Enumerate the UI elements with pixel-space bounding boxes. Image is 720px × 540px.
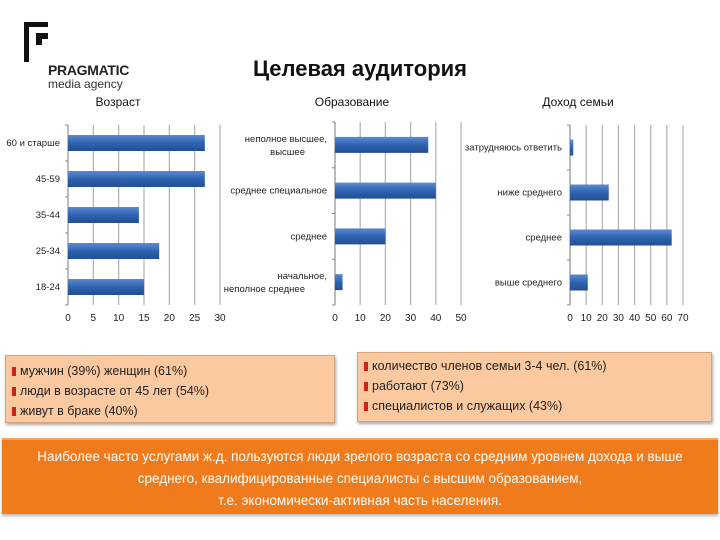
category-label: среднее специальное (230, 186, 327, 197)
category-label: 25-34 (36, 246, 60, 257)
category-label: затрудняюсь ответить (465, 143, 562, 154)
fact-item: люди в возрасте от 45 лет (54%) (12, 381, 328, 401)
x-tick-label: 20 (597, 313, 609, 324)
fact-item: специалистов и служащих (43%) (364, 396, 705, 416)
chart-age: Возраст 0 5 10 15 20 25 30 60 и старше 45-59 35-4… (0, 90, 240, 330)
x-tick-label: 15 (138, 313, 150, 324)
chart-title: Образование (314, 95, 390, 109)
bar (68, 243, 160, 259)
category-label: выше среднего (495, 278, 562, 289)
x-tick-label: 10 (355, 313, 367, 324)
bar (335, 274, 343, 291)
category-label: 35-44 (36, 210, 60, 221)
chart-title: Возраст (95, 95, 141, 109)
banner-line: среднего, квалифицированные специалисты … (137, 471, 583, 486)
fact-text: количество членов семьи 3-4 чел. (61%) (372, 359, 607, 373)
x-tick-label: 30 (405, 313, 417, 324)
x-tick-label: 40 (629, 313, 641, 324)
x-tick-label: 50 (455, 313, 467, 324)
logo-mark-icon (24, 22, 48, 62)
category-label: 18-24 (36, 282, 60, 293)
x-tick-label: 10 (113, 313, 125, 324)
slide-title: Целевая аудитория (252, 56, 468, 81)
x-tick-label: 25 (189, 313, 201, 324)
bar (68, 135, 205, 151)
x-tick-label: 0 (332, 313, 338, 324)
x-tick-label: 30 (613, 313, 625, 324)
x-tick-label: 40 (430, 313, 442, 324)
x-tick-label: 20 (164, 313, 176, 324)
age-chart-svg: 0 5 10 15 20 25 30 60 и старше 45-59 35-44 25-34 18… (6, 124, 226, 324)
category-label: среднее (526, 233, 562, 244)
chart-title: Доход семьи (542, 95, 614, 109)
bullet-icon (12, 407, 16, 416)
bar (68, 171, 205, 187)
x-tick-label: 5 (91, 313, 97, 324)
x-tick-label: 60 (661, 313, 673, 324)
banner-line: т.е. экономически-активная часть населен… (218, 493, 502, 508)
right-facts-box: количество членов семьи 3-4 чел. (61%) р… (357, 352, 712, 422)
x-tick-label: 20 (380, 313, 392, 324)
x-tick-label: 70 (677, 313, 689, 324)
bullet-icon (364, 402, 368, 411)
fact-item: работают (73%) (364, 376, 705, 396)
category-label: среднее (291, 231, 327, 242)
x-tick-label: 0 (65, 313, 71, 324)
bar (570, 274, 588, 291)
category-label: 60 и старше (6, 138, 60, 149)
conclusion-banner: Наиболее часто услугами ж.д. пользуются … (2, 438, 718, 514)
fact-item: мужчин (39%) женщин (61%) (12, 361, 328, 381)
bar (335, 182, 436, 199)
x-tick-label: 10 (581, 313, 593, 324)
bar (570, 229, 672, 246)
bullet-icon (364, 382, 368, 391)
fact-text: живут в браке (40%) (20, 404, 138, 418)
x-tick-label: 50 (645, 313, 657, 324)
bar (335, 136, 429, 153)
bar (335, 228, 386, 245)
logo-subtitle: media agency (48, 77, 123, 91)
bar (570, 139, 574, 156)
x-tick-label: 0 (567, 313, 573, 324)
fact-text: мужчин (39%) женщин (61%) (20, 364, 188, 378)
income-chart-svg: 0 10 20 30 40 50 60 70 затрудняюсь ответить ниже … (465, 124, 689, 324)
fact-text: люди в возрасте от 45 лет (54%) (20, 384, 210, 398)
fact-item: живут в браке (40%) (12, 401, 328, 421)
banner-line: Наиболее часто услугами ж.д. пользуются … (37, 449, 683, 464)
bar (68, 207, 139, 223)
fact-text: работают (73%) (372, 379, 464, 393)
bullet-icon (364, 362, 368, 371)
fact-item: количество членов семьи 3-4 чел. (61%) (364, 356, 705, 376)
bullet-icon (12, 387, 16, 396)
chart-income: Доход семьи 0 10 20 30 40 50 60 70 затрудняюсь о… (460, 90, 700, 330)
x-tick-label: 30 (214, 313, 226, 324)
category-label: ниже среднего (497, 188, 562, 199)
category-label: неполное высшее, высшее (245, 134, 327, 158)
bar (570, 184, 609, 201)
category-label: 45-59 (36, 174, 60, 185)
fact-text: специалистов и служащих (43%) (372, 399, 563, 413)
education-chart-svg: 0 10 20 30 40 50 неполное высшее, высшее среднее… (224, 121, 467, 324)
bullet-icon (12, 367, 16, 376)
left-facts-box: мужчин (39%) женщин (61%) люди в возраст… (5, 355, 335, 423)
chart-education: Образование 0 10 20 30 40 50 неполное высшее, в… (220, 90, 470, 330)
logo-name: PRAGMATIC (48, 62, 130, 78)
category-label: начальное, неполное среднее (224, 271, 327, 295)
bar (68, 279, 144, 295)
